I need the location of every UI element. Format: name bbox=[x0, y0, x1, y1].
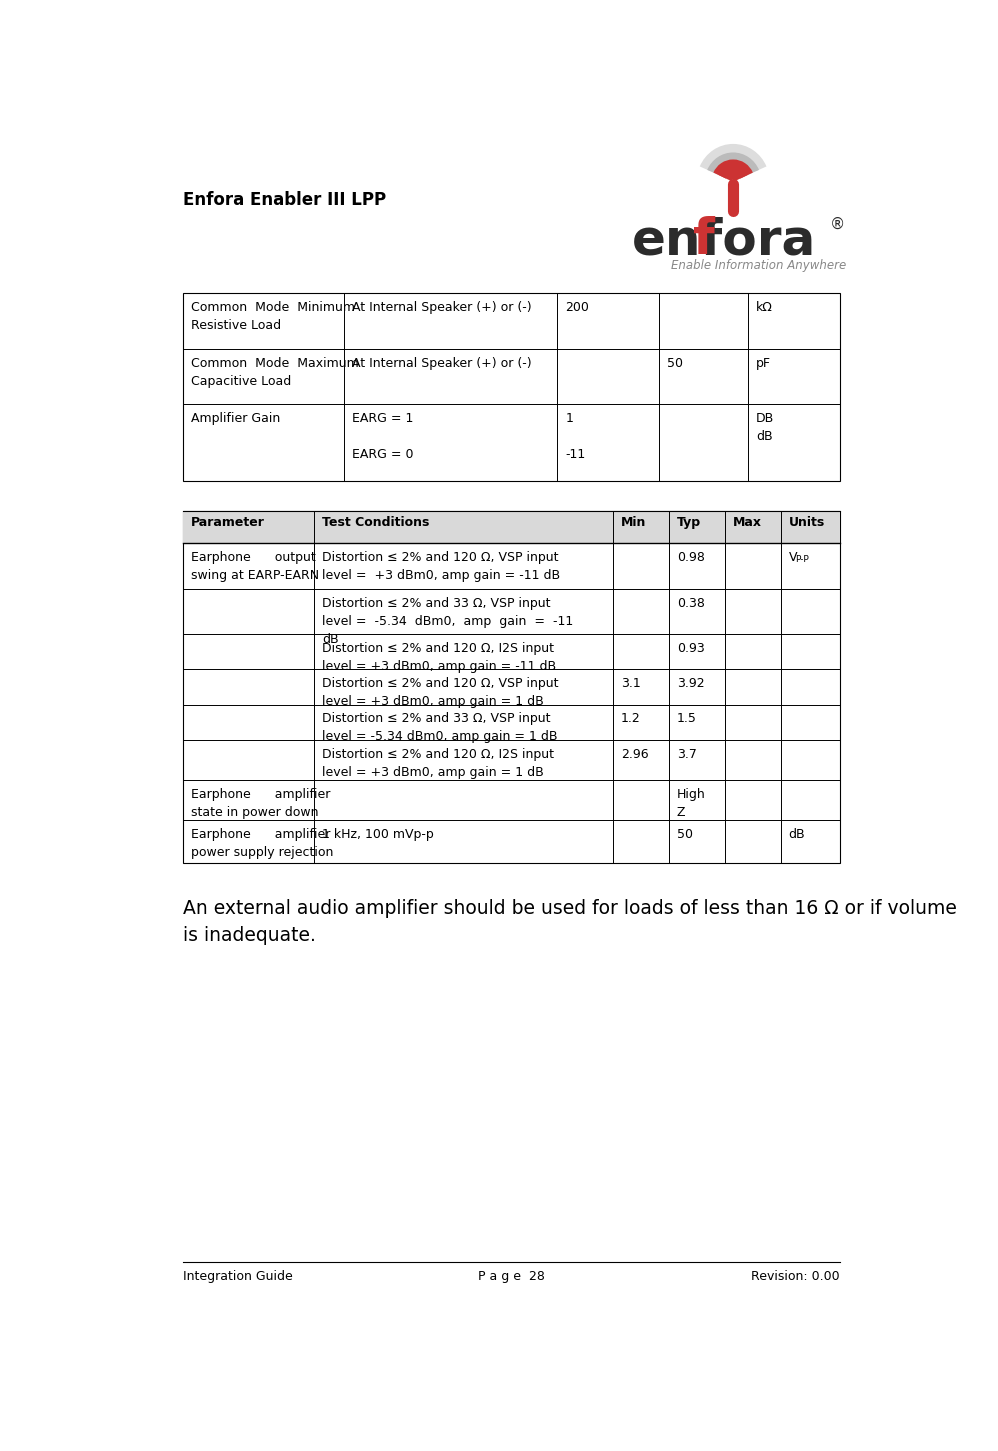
Text: pF: pF bbox=[755, 357, 770, 370]
Text: Integration Guide: Integration Guide bbox=[183, 1270, 292, 1283]
Text: V: V bbox=[788, 550, 797, 563]
Text: Distortion ≤ 2% and 120 Ω, VSP input
level = +3 dBm0, amp gain = 1 dB: Distortion ≤ 2% and 120 Ω, VSP input lev… bbox=[322, 678, 559, 708]
Text: Distortion ≤ 2% and 120 Ω, I2S input
level = +3 dBm0, amp gain = -11 dB: Distortion ≤ 2% and 120 Ω, I2S input lev… bbox=[322, 641, 556, 672]
Text: At Internal Speaker (+) or (-): At Internal Speaker (+) or (-) bbox=[351, 357, 531, 370]
Text: Units: Units bbox=[788, 517, 825, 530]
Text: An external audio amplifier should be used for loads of less than 16 Ω or if vol: An external audio amplifier should be us… bbox=[183, 900, 957, 945]
Text: DB
dB: DB dB bbox=[755, 412, 774, 443]
Text: Enfora Enabler III LPP: Enfora Enabler III LPP bbox=[183, 192, 386, 209]
Text: 1.5: 1.5 bbox=[677, 712, 697, 726]
Text: ®: ® bbox=[830, 218, 845, 232]
Text: kΩ: kΩ bbox=[755, 302, 772, 315]
Text: 3.92: 3.92 bbox=[677, 678, 705, 689]
Text: Min: Min bbox=[621, 517, 647, 530]
Text: f: f bbox=[693, 216, 715, 264]
Text: Distortion ≤ 2% and 33 Ω, VSP input
level = -5.34 dBm0, amp gain = 1 dB: Distortion ≤ 2% and 33 Ω, VSP input leve… bbox=[322, 712, 558, 743]
Text: Typ: Typ bbox=[677, 517, 701, 530]
Text: 3.7: 3.7 bbox=[677, 747, 697, 760]
Text: At Internal Speaker (+) or (-): At Internal Speaker (+) or (-) bbox=[351, 302, 531, 315]
Text: dB: dB bbox=[788, 829, 805, 840]
Text: Distortion ≤ 2% and 120 Ω, I2S input
level = +3 dBm0, amp gain = 1 dB: Distortion ≤ 2% and 120 Ω, I2S input lev… bbox=[322, 747, 554, 779]
Text: Common  Mode  Maximum
Capacitive Load: Common Mode Maximum Capacitive Load bbox=[191, 357, 358, 387]
Text: EARG = 1

EARG = 0: EARG = 1 EARG = 0 bbox=[351, 412, 413, 461]
Text: 1

-11: 1 -11 bbox=[565, 412, 586, 461]
Text: Enable Information Anywhere: Enable Information Anywhere bbox=[671, 258, 846, 271]
Text: Distortion ≤ 2% and 120 Ω, VSP input
level =  +3 dBm0, amp gain = -11 dB: Distortion ≤ 2% and 120 Ω, VSP input lev… bbox=[322, 550, 560, 582]
Text: enfora: enfora bbox=[633, 216, 816, 264]
Text: P a g e  28: P a g e 28 bbox=[478, 1270, 545, 1283]
Text: 200: 200 bbox=[565, 302, 589, 315]
Text: 1 kHz, 100 mVp-p: 1 kHz, 100 mVp-p bbox=[322, 829, 434, 840]
Text: 1.2: 1.2 bbox=[621, 712, 641, 726]
Bar bbox=[183, 511, 840, 862]
Text: Distortion ≤ 2% and 33 Ω, VSP input
level =  -5.34  dBm0,  amp  gain  =  -11
dB: Distortion ≤ 2% and 33 Ω, VSP input leve… bbox=[322, 596, 573, 646]
Text: 0.98: 0.98 bbox=[677, 550, 705, 563]
Text: 0.93: 0.93 bbox=[677, 641, 705, 654]
Text: 50: 50 bbox=[667, 357, 683, 370]
Text: 50: 50 bbox=[677, 829, 693, 840]
Text: High
Z: High Z bbox=[677, 788, 706, 818]
Text: 0.38: 0.38 bbox=[677, 596, 705, 609]
Bar bbox=[183, 511, 840, 543]
Text: Earphone      amplifier
power supply rejection: Earphone amplifier power supply rejectio… bbox=[191, 829, 333, 859]
Text: 3.1: 3.1 bbox=[621, 678, 641, 689]
Bar bbox=[183, 293, 840, 482]
Text: Test Conditions: Test Conditions bbox=[322, 517, 429, 530]
Text: Common  Mode  Minimum
Resistive Load: Common Mode Minimum Resistive Load bbox=[191, 302, 354, 332]
Text: 2.96: 2.96 bbox=[621, 747, 649, 760]
Text: Earphone      output
swing at EARP-EARN: Earphone output swing at EARP-EARN bbox=[191, 550, 318, 582]
Text: Earphone      amplifier
state in power down: Earphone amplifier state in power down bbox=[191, 788, 330, 818]
Text: Max: Max bbox=[733, 517, 761, 530]
Text: P-P: P-P bbox=[795, 556, 809, 564]
Text: Amplifier Gain: Amplifier Gain bbox=[191, 412, 279, 425]
Text: Revision: 0.00: Revision: 0.00 bbox=[751, 1270, 840, 1283]
Text: Parameter: Parameter bbox=[191, 517, 264, 530]
